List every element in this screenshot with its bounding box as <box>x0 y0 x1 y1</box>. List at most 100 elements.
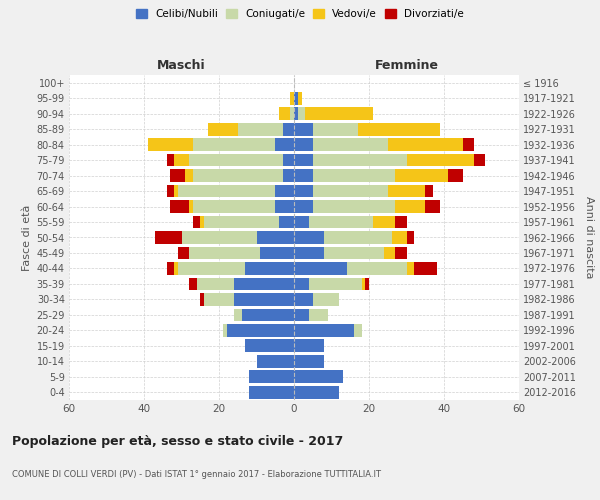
Text: COMUNE DI COLLI VERDI (PV) - Dati ISTAT 1° gennaio 2017 - Elaborazione TUTTITALI: COMUNE DI COLLI VERDI (PV) - Dati ISTAT … <box>12 470 381 479</box>
Text: Popolazione per età, sesso e stato civile - 2017: Popolazione per età, sesso e stato civil… <box>12 435 343 448</box>
Bar <box>294 184 313 198</box>
Bar <box>361 278 365 290</box>
Bar <box>249 386 294 398</box>
Bar <box>474 154 485 166</box>
Bar <box>193 138 275 151</box>
Bar <box>170 169 185 182</box>
Bar <box>155 231 182 244</box>
Bar <box>279 216 294 228</box>
Bar <box>414 262 437 275</box>
Bar <box>174 154 189 166</box>
Bar <box>294 386 339 398</box>
Bar <box>185 169 193 182</box>
Bar <box>313 123 358 136</box>
Bar <box>245 340 294 352</box>
Bar <box>148 138 193 151</box>
Bar <box>189 154 283 166</box>
Bar <box>294 154 313 166</box>
Bar <box>238 123 283 136</box>
Text: Femmine: Femmine <box>374 60 439 72</box>
Bar <box>358 123 440 136</box>
Bar <box>234 293 294 306</box>
Bar <box>294 138 313 151</box>
Bar <box>384 246 395 260</box>
Bar <box>260 246 294 260</box>
Bar <box>204 293 234 306</box>
Legend: Celibi/Nubili, Coniugati/e, Vedovi/e, Divorziati/e: Celibi/Nubili, Coniugati/e, Vedovi/e, Di… <box>132 5 468 24</box>
Bar <box>275 184 294 198</box>
Bar <box>223 324 227 336</box>
Bar <box>294 231 324 244</box>
Bar <box>178 184 275 198</box>
Bar <box>174 184 178 198</box>
Bar <box>234 308 241 321</box>
Bar <box>294 123 313 136</box>
Bar <box>200 216 204 228</box>
Bar <box>395 216 407 228</box>
Bar <box>347 262 407 275</box>
Bar <box>167 154 174 166</box>
Bar <box>178 246 189 260</box>
Bar <box>294 324 354 336</box>
Bar <box>298 108 305 120</box>
Bar <box>463 138 474 151</box>
Bar <box>189 278 197 290</box>
Bar <box>294 108 298 120</box>
Bar <box>305 108 373 120</box>
Bar <box>448 169 463 182</box>
Bar <box>241 308 294 321</box>
Bar <box>392 231 407 244</box>
Bar <box>170 200 189 213</box>
Bar <box>313 293 339 306</box>
Bar <box>290 92 294 104</box>
Bar <box>275 138 294 151</box>
Bar <box>294 340 324 352</box>
Bar <box>249 370 294 383</box>
Bar <box>313 169 395 182</box>
Bar <box>275 200 294 213</box>
Bar <box>395 169 448 182</box>
Bar <box>407 154 474 166</box>
Y-axis label: Fasce di età: Fasce di età <box>22 204 32 270</box>
Bar <box>193 200 275 213</box>
Bar <box>309 216 373 228</box>
Bar <box>208 123 238 136</box>
Bar <box>167 184 174 198</box>
Bar <box>257 355 294 368</box>
Bar <box>279 108 290 120</box>
Bar <box>354 324 361 336</box>
Bar <box>373 216 395 228</box>
Bar <box>182 231 257 244</box>
Bar <box>294 262 347 275</box>
Bar <box>200 293 204 306</box>
Bar <box>193 169 283 182</box>
Bar <box>174 262 178 275</box>
Bar <box>313 200 395 213</box>
Bar <box>294 246 324 260</box>
Y-axis label: Anni di nascita: Anni di nascita <box>584 196 595 279</box>
Bar <box>365 278 369 290</box>
Bar <box>309 278 361 290</box>
Bar <box>178 262 245 275</box>
Bar <box>395 200 425 213</box>
Bar <box>395 246 407 260</box>
Bar <box>193 216 200 228</box>
Bar <box>407 231 414 244</box>
Bar <box>294 370 343 383</box>
Bar <box>283 123 294 136</box>
Bar <box>313 154 407 166</box>
Bar <box>294 308 309 321</box>
Bar <box>298 92 302 104</box>
Bar <box>388 184 425 198</box>
Bar <box>290 108 294 120</box>
Text: Maschi: Maschi <box>157 60 206 72</box>
Bar <box>294 355 324 368</box>
Bar <box>167 262 174 275</box>
Bar <box>425 200 440 213</box>
Bar <box>197 278 234 290</box>
Bar <box>189 200 193 213</box>
Bar <box>245 262 294 275</box>
Bar <box>294 293 313 306</box>
Bar <box>283 169 294 182</box>
Bar <box>313 184 388 198</box>
